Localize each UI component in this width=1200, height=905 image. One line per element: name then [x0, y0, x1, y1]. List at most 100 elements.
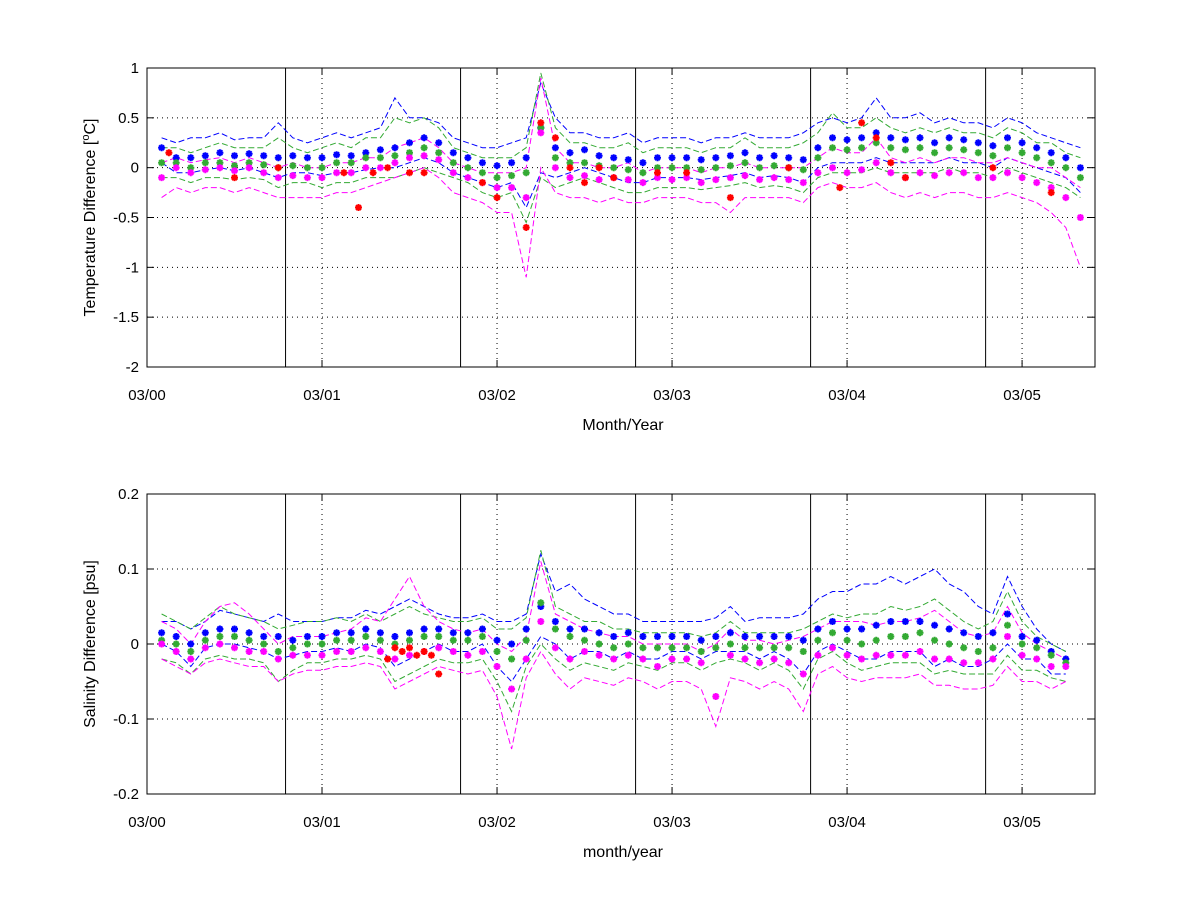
temperature-series-6-point-11 — [318, 174, 326, 182]
salinity-series-6-point-3 — [201, 644, 209, 652]
temperature-series-3-point-3 — [201, 159, 209, 167]
temperature-series-3-point-50 — [887, 144, 895, 152]
temperature-series-3-point-22 — [478, 169, 486, 177]
salinity-series-0-point-2 — [187, 640, 195, 648]
temperature-series-9-point-26 — [901, 174, 909, 182]
salinity-series-3-point-51 — [901, 633, 909, 640]
temperature-series-3-point-42 — [770, 162, 778, 170]
temperature-series-0-point-46 — [829, 134, 836, 142]
temperature-series-3-point-26 — [537, 124, 545, 132]
salinity-series-3-point-62 — [1062, 659, 1070, 667]
salinity-series-6-point-11 — [318, 651, 326, 659]
salinity-series-3-point-24 — [508, 655, 516, 663]
temperature-series-3-point-62 — [1062, 164, 1070, 172]
salinity-series-0-point-42 — [770, 633, 778, 640]
salinity-x-tick-label-0: 03/00 — [128, 814, 166, 831]
temperature-series-6-point-25 — [522, 194, 530, 202]
salinity-series-0-point-4 — [216, 625, 224, 633]
salinity-y-tick-label-4: -0.2 — [113, 786, 139, 803]
temperature-series-3-point-20 — [449, 159, 457, 167]
temperature-series-0-point-3 — [201, 152, 209, 160]
temperature-series-3-point-47 — [843, 146, 851, 154]
salinity-series-3-point-6 — [245, 636, 253, 644]
temperature-series-3-point-52 — [916, 144, 924, 152]
salinity-series-6-point-28 — [566, 655, 574, 663]
salinity-series-3-point-52 — [916, 629, 924, 637]
temperature-series-6-point-27 — [551, 164, 559, 172]
temperature-series-0-point-31 — [610, 154, 618, 162]
salinity-series-0-point-18 — [420, 625, 428, 633]
salinity-series-6-point-43 — [785, 659, 793, 667]
salinity-series-6-point-53 — [931, 655, 939, 663]
salinity-series-0-point-47 — [843, 625, 851, 633]
salinity-series-0-point-45 — [814, 625, 822, 633]
salinity-series-6-point-17 — [406, 651, 413, 659]
temperature-series-6-point-14 — [362, 164, 370, 172]
temperature-y-tick-label-4: -1 — [126, 259, 139, 276]
temperature-series-6-point-43 — [785, 176, 793, 184]
salinity-series-0-point-33 — [639, 633, 647, 640]
temperature-series-9-point-2 — [274, 164, 282, 172]
salinity-series-6-point-54 — [945, 655, 953, 663]
salinity-series-0-point-53 — [931, 621, 939, 629]
salinity-series-0-point-15 — [376, 629, 384, 637]
temperature-series-0-point-28 — [566, 149, 574, 157]
temperature-series-3-point-31 — [610, 164, 618, 172]
salinity-series-0-point-27 — [551, 618, 559, 625]
salinity-series-9-point-1 — [391, 644, 399, 652]
salinity-series-0-point-10 — [303, 633, 311, 640]
temperature-series-9-point-3 — [340, 169, 348, 177]
temperature-series-6-point-35 — [668, 176, 676, 184]
salinity-series-6-point-38 — [712, 693, 720, 700]
salinity-series-0-point-43 — [785, 633, 793, 640]
salinity-series-3-point-40 — [741, 644, 749, 652]
temperature-series-6-point-20 — [449, 169, 457, 177]
salinity-series-3-point-49 — [872, 636, 880, 644]
temperature-series-3-point-48 — [858, 144, 866, 152]
temperature-series-3-point-13 — [347, 159, 355, 167]
temperature-series-6-point-58 — [1004, 169, 1011, 177]
salinity-series-3-point-19 — [435, 633, 443, 640]
salinity-series-0-point-31 — [610, 633, 618, 640]
temperature-series-6-point-54 — [945, 169, 953, 177]
temperature-series-3-point-0 — [158, 159, 166, 167]
temperature-series-4-upper-line — [161, 72, 1081, 159]
temperature-series-3-point-7 — [260, 161, 268, 169]
salinity-series-0-point-9 — [289, 636, 297, 644]
salinity-series-6-point-58 — [1004, 633, 1011, 640]
salinity-series-0-point-5 — [231, 625, 238, 633]
temperature-y-axis-title-superscript: o — [80, 135, 92, 141]
salinity-series-6-point-48 — [858, 655, 866, 663]
salinity-series-6-point-49 — [872, 651, 880, 659]
temperature-series-1-upper-line — [161, 81, 1081, 149]
salinity-series-6-point-52 — [916, 648, 924, 655]
temperature-series-6-point-15 — [376, 164, 384, 172]
temperature-series-0-point-35 — [668, 154, 676, 162]
salinity-series-6-point-40 — [741, 655, 749, 663]
salinity-series-6-point-27 — [551, 644, 559, 652]
salinity-series-3-point-2 — [187, 648, 195, 655]
temperature-series-0-point-50 — [887, 134, 895, 142]
temperature-series-6-point-24 — [508, 184, 516, 192]
temperature-series-3-point-21 — [464, 164, 472, 172]
salinity-series-3-point-16 — [391, 640, 399, 648]
temperature-y-tick-label-3: -0.5 — [113, 210, 139, 227]
temperature-series-0-point-17 — [406, 139, 413, 147]
temperature-series-9-point-16 — [595, 164, 603, 172]
salinity-series-6-point-47 — [843, 651, 851, 659]
temperature-series-0-point-0 — [158, 144, 166, 152]
temperature-series-6-point-28 — [566, 174, 574, 182]
salinity-series-5-lower-line — [161, 643, 1066, 713]
salinity-series-3-point-43 — [785, 644, 793, 652]
temperature-series-0-point-48 — [858, 134, 866, 142]
salinity-series-3-point-10 — [303, 640, 311, 648]
temperature-series-3-point-28 — [566, 159, 574, 167]
salinity-series-0-point-51 — [901, 618, 909, 625]
temperature-series-9-point-12 — [537, 119, 545, 127]
salinity-series-6-point-31 — [610, 655, 618, 663]
salinity-series-3-point-44 — [799, 648, 807, 655]
temperature-series-3-point-12 — [333, 159, 341, 167]
temperature-series-6-point-49 — [872, 159, 880, 167]
temperature-series-9-point-28 — [1047, 189, 1055, 197]
temperature-series-0-point-36 — [683, 154, 691, 162]
